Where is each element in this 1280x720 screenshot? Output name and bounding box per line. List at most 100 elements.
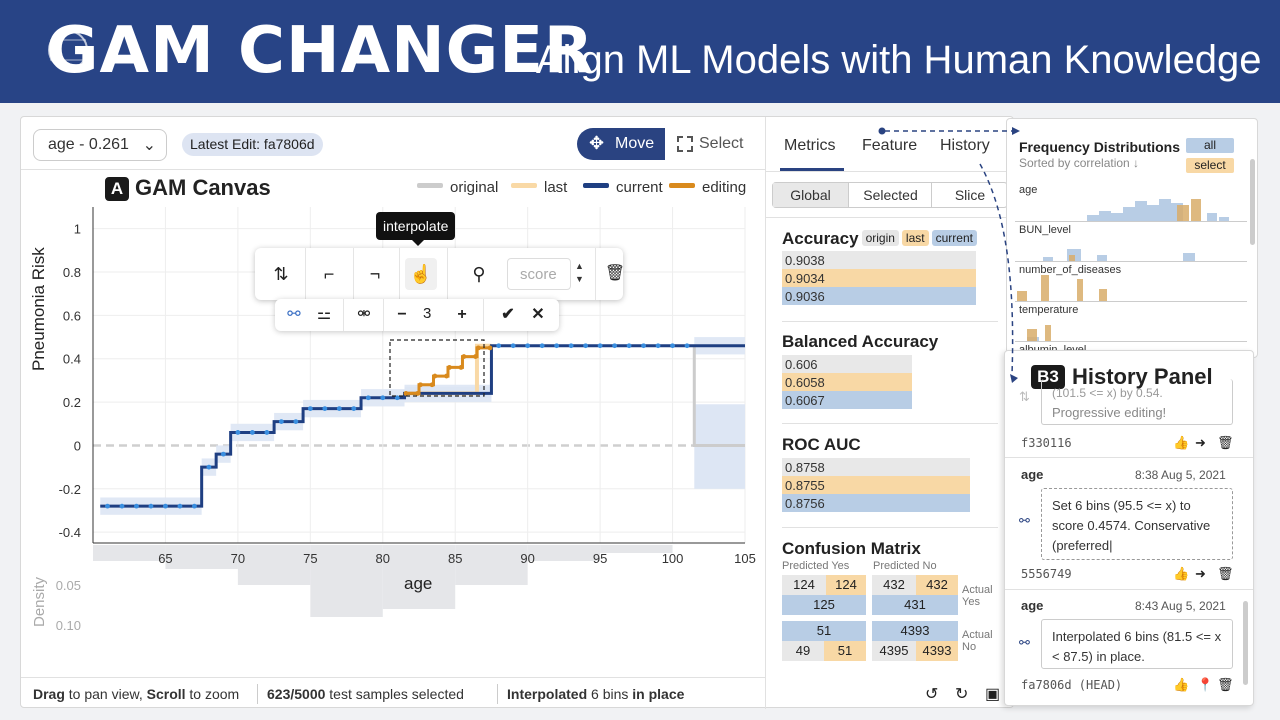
gam-shape-chart[interactable]: 1 0.8 0.6 0.4 0.2 0 -0.2 -0.4 65 70 75 80 85 90 95 100 1… [21,117,765,677]
y-tick-label: 0.8 [63,265,81,280]
bin-node [206,464,212,470]
toolbar-divider [483,299,484,331]
x-tick-label: 75 [303,551,317,566]
interpolate-icon[interactable]: ☝ [405,258,437,290]
status-divider [257,684,258,704]
thumbs-up-icon[interactable]: 👍 [1173,677,1190,692]
tab-feature[interactable]: Feature [862,137,918,154]
history-commit-id[interactable]: fa7806d (HEAD) [1021,678,1123,692]
legend-last: last [511,179,567,196]
x-tick-label: 90 [520,551,534,566]
bin-node [447,365,452,370]
delete-icon[interactable]: 🗑 [1217,677,1234,692]
minus-icon[interactable]: − [397,306,407,323]
confirm-check-icon[interactable]: ✔ [501,306,515,323]
redo-icon[interactable]: ↻ [955,686,969,703]
score-stepper[interactable]: ▲ ▼ [575,261,584,284]
title-banner: GAM CHANGER Align ML Models with Human K… [0,0,1280,103]
scope-global[interactable]: Global [773,183,849,207]
accuracy-metric: Accuracy origin last current [782,229,977,249]
bin-node [473,354,478,359]
scope-divider [766,217,1016,218]
delete-icon[interactable]: 🗑 [1217,435,1234,450]
select-mode-label: Select [699,135,744,152]
legend-swatch [669,183,695,188]
scope-slice[interactable]: Slice [954,187,986,203]
roc-auc-title: ROC AUC [782,435,861,454]
freq-select-button[interactable]: select [1186,158,1234,173]
increasing-icon[interactable]: ⌐ [323,264,335,284]
bin-node [655,343,661,349]
history-letter-badge: B3 [1031,365,1065,389]
delete-icon[interactable]: 🗑 [1217,566,1234,581]
move-mode-button[interactable]: ✥ Move [577,128,665,160]
tab-history[interactable]: History [940,137,990,154]
bin-node [583,343,589,349]
selection-box[interactable] [389,339,485,397]
tab-metrics[interactable]: Metrics [784,137,836,154]
history-divider [1005,457,1253,458]
inplace-interpolate-icon[interactable]: ⚯ [287,306,301,323]
select-box-icon [677,136,693,152]
plus-icon[interactable]: + [457,306,467,323]
bin-node [487,345,493,351]
decreasing-icon[interactable]: ¬ [369,264,381,284]
history-commit-id[interactable]: f330116 [1021,436,1072,450]
y-tick-label: -0.2 [59,482,81,497]
bin-node [539,343,545,349]
freq-feature-age[interactable]: age [1019,184,1038,196]
tp-current: 125 [782,595,866,615]
toolbar-divider [595,248,596,300]
thumbs-up-icon[interactable]: 👍 [1173,566,1190,581]
bin-node [418,382,423,388]
status-action-text: 6 bins [591,686,629,702]
density-bar [600,545,673,553]
legend-original: original [417,179,498,196]
mode-toggle: ✥ Move Select [577,128,757,160]
freq-feature-temperature[interactable]: temperature [1019,304,1079,316]
bin-node [249,430,255,435]
y-tick-label: 0 [74,438,81,453]
regression-icon[interactable]: ⚍ [316,306,332,323]
bin-node [134,503,139,509]
toolbar-divider [383,299,384,331]
history-entry-message-editing[interactable]: Set 6 bins (95.5 <= x) to score 0.4574. … [1041,488,1233,560]
x-tick-label: 80 [376,551,390,566]
history-commit-id[interactable]: 5556749 [1021,567,1072,581]
bin-node [177,503,183,509]
history-entry-type-icon: ⚯ [1019,635,1030,650]
cancel-x-icon[interactable]: ✕ [531,306,545,323]
freq-scrollbar[interactable] [1250,159,1255,245]
history-entry-message[interactable]: Interpolated 6 bins (81.5 <= x < 87.5) i… [1041,619,1233,669]
step-icon[interactable]: ⚮ [357,306,371,323]
align-icon[interactable]: ⇅ [273,264,289,284]
undo-icon[interactable]: ↺ [925,686,939,703]
y-tick-label: 0.4 [63,352,81,367]
thumbs-up-icon[interactable]: 👍 [1173,435,1190,450]
delete-icon[interactable]: 🗑 [604,265,626,282]
move-mode-label: Move [615,135,655,152]
freq-divider [1015,341,1247,342]
y-tick-label: 0.6 [63,308,81,323]
roc-current-bar: 0.8756 [782,494,970,512]
scope-selected[interactable]: Selected [850,183,932,207]
location-pin-icon[interactable]: 📍 [1197,677,1214,692]
merge-icon[interactable]: ⚲ [472,264,486,284]
checkout-arrow-icon[interactable]: ➜ [1195,435,1206,450]
history-scrollbar[interactable] [1243,601,1248,685]
score-input[interactable]: score [507,258,571,290]
fp-current: 51 [782,621,866,641]
select-mode-button[interactable]: Select [667,128,757,160]
feature-dropdown[interactable]: age - 0.261 ⌄ [33,129,167,161]
freq-feature-bun[interactable]: BUN_level [1019,224,1071,236]
freq-all-button[interactable]: all [1186,138,1234,153]
save-icon[interactable]: ▣ [985,686,1001,703]
legend-editing: editing [669,179,746,196]
bin-node [105,503,110,509]
x-tick-label: 105 [734,551,756,566]
freq-feature-diseases[interactable]: number_of_diseases [1019,264,1122,276]
checkout-arrow-icon[interactable]: ➜ [1195,566,1206,581]
density-tick-label: 0.05 [56,578,81,593]
status-samples: 623/5000 test samples selected [267,686,464,702]
canvas-panel: age - 0.261 ⌄ Latest Edit: fa7806d ✥ Mov… [21,117,1000,709]
